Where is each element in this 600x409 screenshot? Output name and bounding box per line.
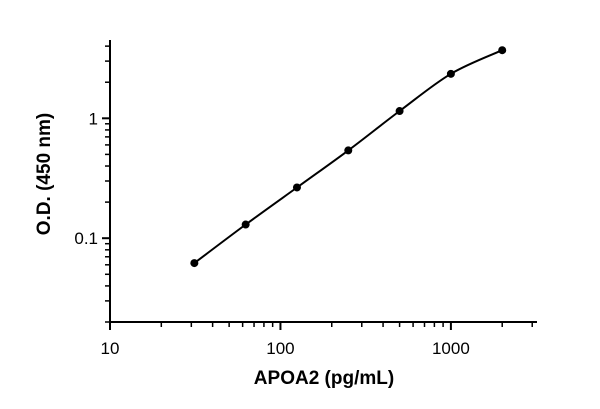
data-point <box>190 259 199 268</box>
y-ticks: 0.11 <box>74 45 110 323</box>
fit-curve <box>193 49 503 264</box>
x-axis-title: APOA2 (pg/mL) <box>254 368 394 389</box>
y-axis-title: O.D. (450 nm) <box>34 113 55 235</box>
data-points <box>190 46 507 268</box>
data-point <box>344 146 353 155</box>
x-tick-label: 100 <box>266 339 294 358</box>
data-point <box>241 220 250 229</box>
y-tick-label: 1 <box>89 109 98 128</box>
y-tick-label: 0.1 <box>74 229 98 248</box>
data-point <box>498 46 507 55</box>
data-point <box>446 69 455 78</box>
data-point <box>292 183 301 192</box>
x-tick-label: 1000 <box>432 339 470 358</box>
x-tick-label: 10 <box>101 339 120 358</box>
axes <box>109 40 537 323</box>
data-point <box>395 107 404 116</box>
x-ticks: 10 100 1000 <box>101 322 533 358</box>
